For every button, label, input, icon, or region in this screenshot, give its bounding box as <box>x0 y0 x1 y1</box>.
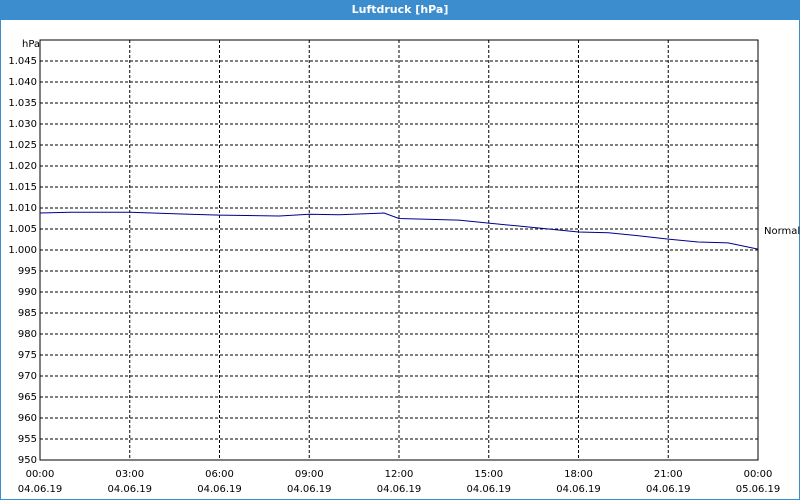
x-tick-label: 09:00 <box>295 469 324 480</box>
x-tick-date: 04.06.19 <box>377 484 422 495</box>
x-tick-label: 03:00 <box>115 469 144 480</box>
y-tick-label: 1.005 <box>8 224 37 235</box>
y-tick-label: 985 <box>18 308 37 319</box>
y-tick-label: 1.000 <box>8 245 37 256</box>
x-tick-label: 18:00 <box>564 469 593 480</box>
series-line <box>39 211 759 250</box>
title-bar <box>0 0 800 20</box>
x-tick-label: 00:00 <box>26 469 55 480</box>
y-tick-label: 955 <box>18 434 37 445</box>
y-tick-label: 965 <box>18 392 37 403</box>
y-tick-label: 1.015 <box>8 182 37 193</box>
y-tick-label: 1.025 <box>8 140 37 151</box>
x-tick-date: 04.06.19 <box>107 484 152 495</box>
y-tick-label: 1.045 <box>8 56 37 67</box>
x-tick-label: 06:00 <box>205 469 234 480</box>
x-tick-date: 04.06.19 <box>556 484 601 495</box>
x-tick-date: 04.06.19 <box>18 484 63 495</box>
y-unit: hPa <box>22 39 40 50</box>
y-tick-label: 990 <box>18 287 37 298</box>
y-tick-label: 1.035 <box>8 98 37 109</box>
y-tick-label: 1.040 <box>8 77 37 88</box>
x-tick-label: 00:00 <box>744 469 773 480</box>
y-tick-label: 950 <box>18 455 37 466</box>
x-tick-date: 04.06.19 <box>197 484 242 495</box>
x-tick-label: 12:00 <box>385 469 414 480</box>
x-tick-date: 04.06.19 <box>287 484 332 495</box>
y-tick-label: 970 <box>18 371 37 382</box>
y-tick-label: 1.020 <box>8 161 37 172</box>
y-tick-label: 1.010 <box>8 203 37 214</box>
x-tick-label: 15:00 <box>474 469 503 480</box>
y-tick-label: 995 <box>18 266 37 277</box>
y-tick-label: 1.030 <box>8 119 37 130</box>
x-tick-date: 04.06.19 <box>466 484 511 495</box>
x-tick-date: 04.06.19 <box>646 484 691 495</box>
chart-title: Luftdruck [hPa] <box>352 3 449 16</box>
x-tick-date: 05.06.19 <box>736 484 781 495</box>
y-tick-label: 960 <box>18 413 37 424</box>
x-tick-label: 21:00 <box>654 469 683 480</box>
y-tick-label: 975 <box>18 350 37 361</box>
y-tick-label: 980 <box>18 329 37 340</box>
series-label: Normal <box>764 226 800 237</box>
